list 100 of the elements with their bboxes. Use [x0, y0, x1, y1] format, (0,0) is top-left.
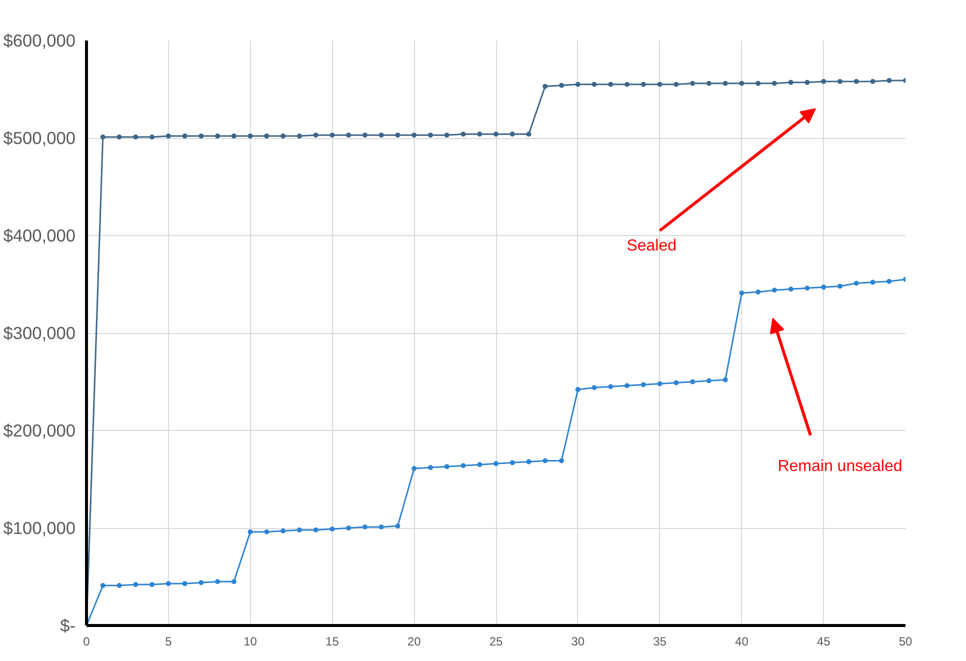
point [657, 82, 662, 87]
x-tick-label: 35 [653, 634, 667, 648]
point [559, 458, 564, 464]
point [854, 280, 859, 286]
point [182, 134, 188, 139]
y-tick-label: $500,000 [3, 128, 76, 148]
annotation: Remain unsealed [778, 458, 902, 475]
point [330, 526, 335, 532]
point [821, 284, 826, 290]
point [640, 382, 646, 388]
point [788, 80, 794, 85]
point [264, 134, 270, 139]
point [428, 465, 433, 470]
point [657, 381, 662, 386]
point [706, 378, 712, 384]
point [510, 132, 515, 137]
x-tick-label: 0 [83, 634, 90, 648]
point [100, 134, 106, 140]
point [559, 82, 564, 88]
point [215, 134, 220, 139]
point [542, 458, 548, 464]
y-tick-label: $300,000 [3, 323, 76, 343]
point [133, 134, 138, 140]
point [362, 132, 368, 138]
point [215, 579, 220, 584]
point [886, 78, 892, 83]
point [804, 286, 810, 291]
point [362, 524, 368, 530]
point [772, 288, 777, 293]
point [542, 84, 548, 89]
point [346, 132, 352, 138]
point [608, 384, 614, 390]
x-tick-label: 10 [244, 634, 258, 648]
point [166, 134, 171, 139]
y-tick-label: $600,000 [3, 30, 76, 50]
point [788, 286, 794, 292]
x-tick-label: 45 [816, 634, 831, 648]
point [248, 529, 253, 534]
point [674, 82, 679, 87]
point [100, 583, 106, 588]
point [330, 132, 335, 138]
y-tick-label: $- [60, 616, 76, 636]
point [706, 80, 712, 86]
point [313, 527, 318, 532]
point [428, 132, 433, 138]
point [116, 134, 122, 140]
x-tick-label: 50 [898, 634, 912, 648]
x-tick-label: 40 [735, 634, 749, 648]
point [804, 80, 810, 85]
point [690, 80, 696, 86]
x-tick-label: 20 [407, 634, 422, 648]
point [756, 290, 761, 295]
point [837, 284, 842, 289]
point [150, 134, 155, 140]
point [739, 290, 744, 296]
point [526, 132, 532, 137]
point [248, 134, 253, 139]
point [608, 82, 614, 87]
point [296, 527, 302, 532]
point [150, 582, 155, 588]
point [444, 132, 450, 138]
point [854, 78, 859, 84]
point [460, 132, 466, 137]
point [870, 78, 876, 84]
point [444, 464, 450, 470]
point [395, 132, 400, 138]
point [412, 466, 417, 472]
y-tick-label: $200,000 [3, 420, 76, 440]
point [346, 526, 352, 530]
x-tick-label: 5 [165, 634, 172, 648]
point [198, 134, 204, 139]
point [460, 463, 466, 468]
point [313, 132, 318, 138]
point [722, 80, 728, 86]
annotation: Sealed [626, 237, 677, 254]
point [821, 78, 826, 84]
point [592, 385, 597, 390]
point [510, 460, 515, 466]
point [772, 80, 777, 86]
x-tick-label: 25 [489, 634, 503, 648]
point [412, 132, 417, 138]
y-tick-label: $400,000 [3, 226, 76, 246]
point [575, 387, 580, 392]
point [870, 280, 876, 285]
point [296, 134, 302, 139]
x-tick-label: 15 [326, 634, 340, 648]
point [886, 278, 892, 284]
point [231, 134, 236, 139]
point [592, 82, 597, 87]
point [526, 459, 532, 464]
point [674, 380, 679, 386]
point [116, 583, 122, 588]
point [280, 528, 286, 534]
point [231, 579, 236, 584]
point [378, 524, 384, 530]
point [624, 82, 630, 87]
point [690, 379, 696, 384]
point [477, 132, 482, 137]
x-tick-label: 30 [571, 634, 585, 648]
point [494, 461, 498, 466]
